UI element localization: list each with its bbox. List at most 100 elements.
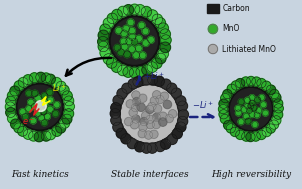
Circle shape <box>156 95 164 104</box>
Circle shape <box>270 89 279 99</box>
Circle shape <box>112 9 122 20</box>
Circle shape <box>139 123 147 131</box>
Circle shape <box>133 77 143 87</box>
Circle shape <box>230 127 239 136</box>
Circle shape <box>254 112 260 118</box>
Circle shape <box>146 121 154 129</box>
Circle shape <box>126 100 134 108</box>
Circle shape <box>152 58 162 68</box>
Circle shape <box>142 112 150 120</box>
Circle shape <box>130 121 139 129</box>
Circle shape <box>137 103 145 111</box>
Circle shape <box>238 99 244 105</box>
Circle shape <box>52 111 59 117</box>
Circle shape <box>153 105 162 113</box>
Circle shape <box>5 102 15 112</box>
Circle shape <box>161 79 171 89</box>
Circle shape <box>121 134 131 144</box>
Circle shape <box>138 22 145 29</box>
Circle shape <box>18 126 27 136</box>
Circle shape <box>26 90 32 96</box>
Circle shape <box>129 27 135 34</box>
Circle shape <box>113 95 123 105</box>
Circle shape <box>122 83 132 93</box>
Circle shape <box>142 143 152 153</box>
Circle shape <box>123 25 130 32</box>
Circle shape <box>227 84 236 93</box>
Circle shape <box>28 99 34 105</box>
Circle shape <box>115 27 122 34</box>
Circle shape <box>120 38 127 45</box>
Circle shape <box>251 105 257 111</box>
Circle shape <box>111 62 122 72</box>
Circle shape <box>38 115 45 121</box>
Circle shape <box>143 40 149 46</box>
Text: $+Li^+$: $+Li^+$ <box>143 71 165 82</box>
Text: MnO: MnO <box>222 25 240 33</box>
Circle shape <box>243 113 249 119</box>
Circle shape <box>271 93 281 102</box>
Circle shape <box>118 6 128 17</box>
Circle shape <box>135 142 145 152</box>
Circle shape <box>178 101 188 111</box>
Circle shape <box>266 85 276 94</box>
Circle shape <box>62 91 72 101</box>
Circle shape <box>147 143 157 153</box>
Circle shape <box>252 77 261 86</box>
Circle shape <box>100 48 111 58</box>
Circle shape <box>129 67 140 78</box>
Circle shape <box>160 42 171 53</box>
Circle shape <box>274 99 283 108</box>
Circle shape <box>36 101 42 108</box>
Circle shape <box>107 13 118 24</box>
Circle shape <box>117 49 124 56</box>
Circle shape <box>36 72 46 82</box>
Circle shape <box>6 108 16 118</box>
Circle shape <box>141 6 152 17</box>
Circle shape <box>153 91 161 99</box>
Circle shape <box>219 110 228 119</box>
Circle shape <box>257 130 266 139</box>
Circle shape <box>272 116 281 125</box>
Circle shape <box>113 122 123 132</box>
Circle shape <box>126 38 133 45</box>
Circle shape <box>103 54 114 64</box>
Circle shape <box>54 102 60 108</box>
Text: Stable interfaces: Stable interfaces <box>111 170 188 179</box>
Circle shape <box>249 95 255 101</box>
Circle shape <box>41 73 51 83</box>
Circle shape <box>139 52 146 59</box>
Circle shape <box>20 108 26 115</box>
Circle shape <box>111 103 121 113</box>
Circle shape <box>117 88 127 99</box>
Circle shape <box>159 112 167 120</box>
Circle shape <box>266 124 275 133</box>
Circle shape <box>40 108 47 115</box>
Circle shape <box>156 53 166 64</box>
Circle shape <box>167 83 177 93</box>
Circle shape <box>52 126 62 136</box>
Circle shape <box>236 79 245 88</box>
Circle shape <box>219 99 228 108</box>
Circle shape <box>34 132 44 142</box>
Circle shape <box>172 129 182 139</box>
Circle shape <box>262 127 271 137</box>
Circle shape <box>52 77 62 87</box>
Circle shape <box>123 5 134 15</box>
Circle shape <box>107 58 117 68</box>
Circle shape <box>117 65 128 76</box>
Circle shape <box>121 43 128 50</box>
Circle shape <box>114 44 121 51</box>
Circle shape <box>147 62 158 72</box>
Circle shape <box>231 81 241 90</box>
Circle shape <box>178 116 188 126</box>
Circle shape <box>165 114 173 123</box>
Circle shape <box>220 114 230 124</box>
Circle shape <box>121 86 177 142</box>
Circle shape <box>260 102 266 108</box>
Circle shape <box>111 18 157 64</box>
Circle shape <box>248 103 254 109</box>
Circle shape <box>257 78 266 88</box>
Circle shape <box>249 100 255 106</box>
Circle shape <box>262 81 271 90</box>
